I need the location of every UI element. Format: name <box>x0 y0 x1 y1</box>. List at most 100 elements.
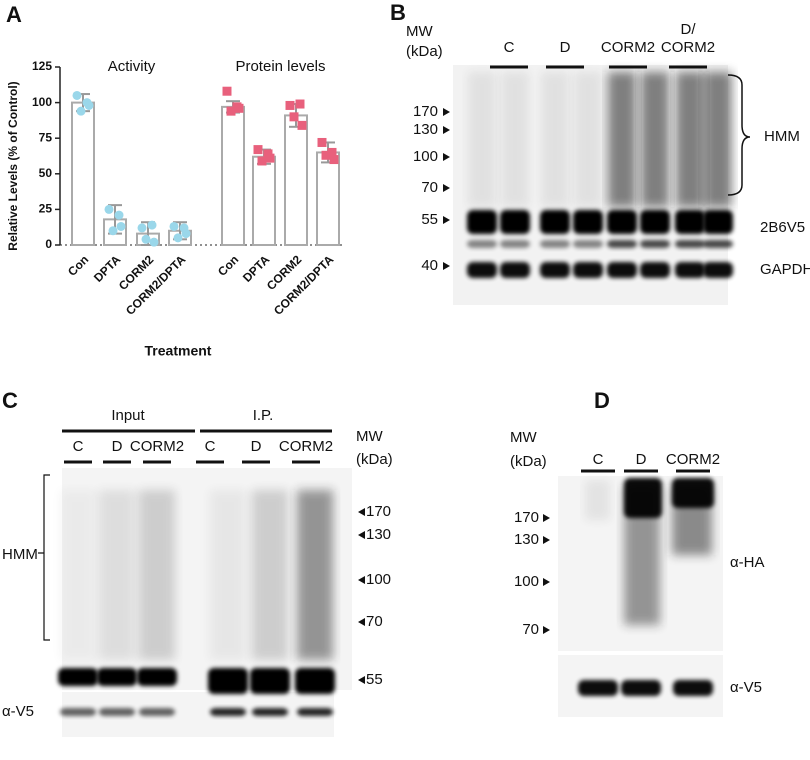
band <box>703 240 733 248</box>
data-point <box>289 112 299 122</box>
lane-label: D <box>636 451 647 468</box>
marker-label: 100 <box>413 148 438 165</box>
mw-label: MW <box>510 429 537 446</box>
band <box>60 708 96 716</box>
lane-label: CORM2 <box>279 438 333 455</box>
smear <box>468 72 496 207</box>
band <box>210 708 246 716</box>
marker-arrow <box>443 184 450 192</box>
data-point <box>263 149 273 159</box>
smear <box>252 490 288 660</box>
marker-arrow <box>543 626 550 634</box>
marker-arrow <box>543 578 550 586</box>
lane-label: C <box>593 451 604 468</box>
smear <box>541 72 569 207</box>
band <box>703 210 733 234</box>
data-point <box>226 106 236 116</box>
marker-label: 40 <box>421 257 438 274</box>
band <box>607 240 637 248</box>
y-tick-label: 50 <box>39 166 53 180</box>
data-point <box>169 221 179 231</box>
data-point <box>149 237 159 247</box>
lane-label: D <box>560 39 571 56</box>
marker-label: 170 <box>514 509 539 526</box>
x-tick-label: Con <box>65 252 91 278</box>
lane-label: CORM2 <box>661 39 715 56</box>
data-point <box>173 233 183 243</box>
lane-label: C <box>205 438 216 455</box>
marker-label: 70 <box>421 179 438 196</box>
band <box>540 262 570 278</box>
bar <box>252 155 276 247</box>
marker-arrow <box>443 126 450 134</box>
bar <box>221 105 245 247</box>
band <box>540 240 570 248</box>
lane-label: CORM2 <box>130 438 184 455</box>
data-point <box>116 221 126 231</box>
panel-label: C <box>2 388 18 413</box>
lane-label: D/ <box>681 21 697 38</box>
data-point <box>295 99 305 109</box>
band <box>675 210 705 234</box>
blot-label: α-V5 <box>730 679 762 696</box>
x-axis-label: Treatment <box>145 343 212 359</box>
mw-label: (kDa) <box>406 43 443 60</box>
data-point <box>82 98 92 108</box>
marker-arrow <box>443 216 450 224</box>
data-point <box>76 106 86 116</box>
band <box>297 708 333 716</box>
data-point <box>72 90 82 100</box>
band <box>672 478 714 508</box>
band <box>467 262 497 278</box>
marker-arrow <box>443 262 450 270</box>
smear <box>210 490 246 660</box>
marker-arrow <box>358 508 365 516</box>
smear <box>676 72 704 207</box>
lane-label: C <box>73 438 84 455</box>
group-label: Activity <box>108 58 156 75</box>
band <box>467 210 497 234</box>
band <box>675 262 705 278</box>
smear <box>139 490 175 660</box>
band <box>673 680 713 696</box>
data-point <box>141 234 151 244</box>
y-tick-label: 100 <box>32 95 52 109</box>
band <box>99 708 135 716</box>
band <box>208 668 248 694</box>
bracket <box>38 474 50 641</box>
band <box>295 668 335 694</box>
band <box>624 478 662 518</box>
panel-label: B <box>390 0 406 25</box>
marker-label: 130 <box>413 121 438 138</box>
data-point <box>179 223 189 233</box>
marker-label: 130 <box>366 526 391 543</box>
marker-label: 70 <box>522 621 539 638</box>
data-point <box>222 86 232 96</box>
marker-label: 100 <box>514 573 539 590</box>
smear <box>297 490 333 660</box>
data-point <box>285 100 295 110</box>
band <box>500 240 530 248</box>
band <box>139 708 175 716</box>
data-point <box>329 155 339 165</box>
band <box>137 668 177 686</box>
smear <box>608 72 636 207</box>
bar <box>71 101 95 246</box>
smear <box>99 490 135 660</box>
y-tick-label: 0 <box>45 237 52 251</box>
band <box>640 210 670 234</box>
band <box>621 680 661 696</box>
blot-label: 2B6V5 <box>760 219 805 236</box>
marker-label: 55 <box>421 211 438 228</box>
blot-label: GAPDH <box>760 261 810 278</box>
band <box>540 210 570 234</box>
lane-label: C <box>504 39 515 56</box>
x-tick-label: Con <box>215 252 241 278</box>
band <box>573 240 603 248</box>
blot-label: HMM <box>764 128 800 145</box>
group-label: Protein levels <box>235 58 325 75</box>
marker-label: 100 <box>366 571 391 588</box>
band <box>607 262 637 278</box>
band <box>58 668 98 686</box>
marker-arrow <box>358 618 365 626</box>
